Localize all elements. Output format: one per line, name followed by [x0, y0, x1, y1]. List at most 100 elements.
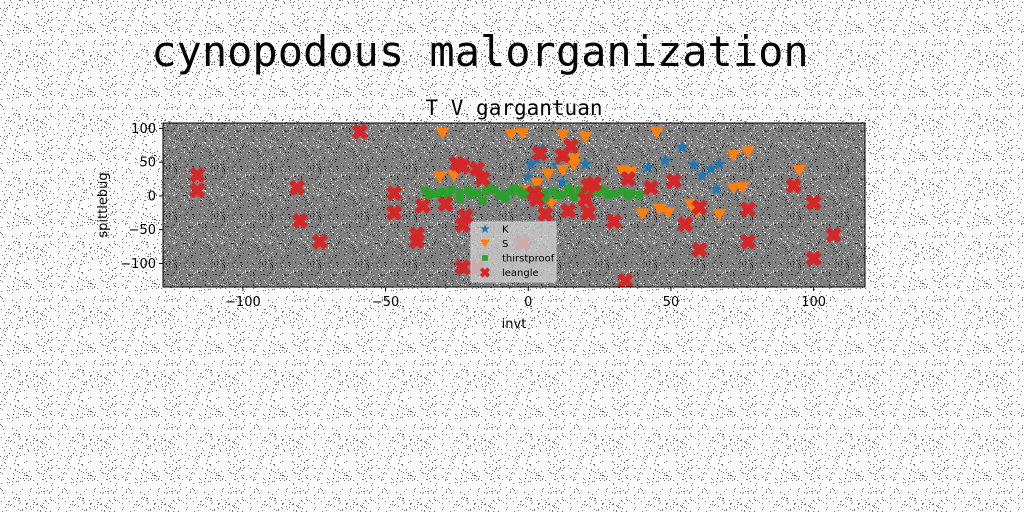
- data-point: [712, 209, 727, 222]
- data-point: [617, 272, 634, 287]
- data-point: [555, 164, 570, 177]
- data-point: [562, 137, 580, 155]
- plot-frame: [162, 122, 866, 288]
- data-point: [641, 160, 655, 174]
- data-point: [454, 216, 471, 234]
- y-tick-label: 50: [139, 156, 156, 171]
- data-point: [805, 250, 822, 267]
- legend-box: [470, 221, 557, 283]
- data-point: [432, 171, 447, 184]
- data-point: [351, 123, 369, 140]
- data-point: [386, 204, 403, 221]
- data-point: [541, 168, 556, 181]
- data-point: [455, 188, 464, 197]
- data-point: [478, 196, 487, 205]
- data-point: [709, 182, 724, 195]
- data-point: [560, 202, 577, 219]
- y-tick-label: 0: [148, 189, 156, 204]
- x-tick-label: −50: [372, 295, 399, 310]
- data-point: [438, 187, 447, 196]
- data-point: [577, 191, 594, 208]
- data-point: [558, 190, 567, 199]
- data-point: [291, 212, 309, 229]
- data-point: [726, 149, 741, 162]
- data-point: [695, 168, 709, 182]
- data-point: [609, 189, 618, 198]
- data-point: [691, 241, 708, 259]
- data-point: [474, 170, 491, 188]
- data-point: [677, 216, 694, 233]
- data-point: [437, 195, 454, 213]
- data-point: [421, 186, 430, 195]
- data-point: [604, 191, 613, 200]
- data-point: [649, 126, 664, 139]
- data-point: [468, 160, 486, 178]
- legend-marker: [482, 255, 488, 261]
- data-point: [386, 185, 403, 202]
- data-point: [578, 131, 593, 144]
- data-point: [454, 158, 471, 175]
- data-point: [454, 259, 471, 276]
- data-point: [605, 213, 622, 230]
- data-point: [521, 169, 535, 183]
- data-point: [620, 170, 637, 188]
- data-point: [414, 197, 431, 215]
- legend-marker: [480, 239, 490, 248]
- data-point: [575, 186, 584, 195]
- data-point: [635, 208, 650, 221]
- data-point: [435, 127, 450, 140]
- data-point: [580, 204, 597, 221]
- x-axis-label: invt: [502, 317, 527, 332]
- data-point: [739, 233, 757, 250]
- data-point: [490, 185, 499, 194]
- data-point: [504, 128, 519, 141]
- data-point: [189, 182, 206, 199]
- y-axis-ticks: −100 −50 0 50 100: [120, 122, 163, 272]
- data-point: [189, 166, 206, 184]
- x-tick-label: 100: [801, 295, 826, 310]
- data-point: [289, 179, 306, 196]
- data-point: [531, 145, 548, 162]
- legend-marker: [479, 267, 491, 278]
- data-point: [566, 159, 581, 172]
- data-point: [569, 193, 578, 202]
- data-point: [675, 140, 690, 153]
- data-point: [464, 186, 473, 195]
- data-point: [792, 164, 807, 177]
- data-point: [739, 201, 757, 218]
- y-tick-label: 100: [131, 122, 156, 137]
- data-point: [424, 191, 433, 200]
- data-point: [529, 178, 544, 191]
- data-point: [618, 187, 627, 196]
- data-point: [691, 199, 708, 216]
- data-point: [785, 177, 802, 194]
- data-point: [515, 128, 530, 141]
- legend-marker: [480, 224, 490, 233]
- y-axis-label: spittlebug: [96, 172, 111, 237]
- legend-label: S: [502, 239, 508, 250]
- data-point: [805, 194, 822, 211]
- data-point: [726, 183, 741, 196]
- chart-title: T V gargantuan: [425, 96, 602, 120]
- figure-suptitle: cynopodous malorganization: [151, 27, 808, 76]
- x-tick-label: 50: [663, 295, 680, 310]
- data-point: [501, 194, 510, 203]
- data-point: [652, 203, 667, 216]
- legend-label: thirstproof: [502, 254, 555, 265]
- data-point: [472, 189, 481, 198]
- data-point: [549, 187, 558, 196]
- data-point: [555, 129, 570, 142]
- y-tick-label: −100: [120, 257, 156, 272]
- data-point: [525, 185, 543, 202]
- data-point: [601, 187, 610, 196]
- legend-entry-leangle: leangle: [479, 267, 539, 279]
- data-point: [552, 191, 561, 200]
- data-point: [687, 157, 701, 171]
- legend-label: K: [502, 225, 509, 236]
- data-point: [447, 185, 456, 194]
- data-point: [455, 195, 464, 204]
- data-point: [566, 153, 581, 166]
- series-leangle: [189, 123, 842, 287]
